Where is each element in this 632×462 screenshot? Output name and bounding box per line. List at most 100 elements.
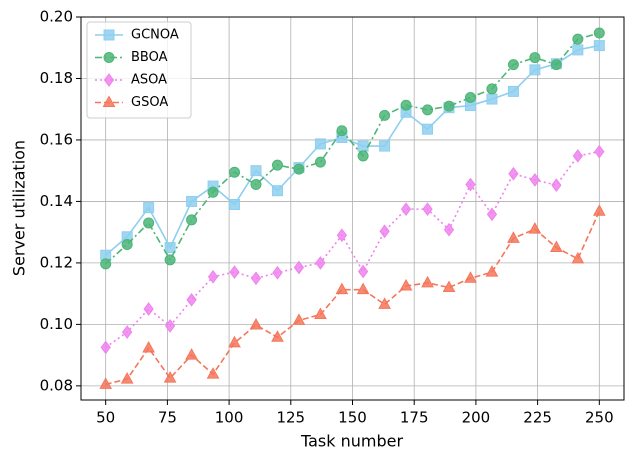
marker xyxy=(271,330,284,342)
marker xyxy=(271,185,283,197)
marker xyxy=(271,159,283,171)
marker xyxy=(356,282,370,295)
marker xyxy=(508,166,519,181)
marker xyxy=(550,240,563,253)
marker xyxy=(593,40,605,52)
marker xyxy=(315,256,326,270)
marker xyxy=(443,100,455,112)
marker xyxy=(400,202,412,216)
marker xyxy=(507,59,519,71)
marker xyxy=(143,302,154,316)
marker xyxy=(485,265,499,277)
marker xyxy=(143,202,155,214)
marker xyxy=(100,258,112,270)
marker xyxy=(571,251,585,264)
marker xyxy=(229,265,240,279)
legend-marker xyxy=(103,73,115,87)
marker xyxy=(379,109,391,121)
marker xyxy=(421,275,434,288)
marker xyxy=(143,217,155,229)
marker xyxy=(357,140,369,152)
marker xyxy=(186,214,198,226)
marker xyxy=(293,163,305,175)
marker xyxy=(249,317,263,330)
marker xyxy=(486,93,498,105)
marker xyxy=(399,278,413,291)
marker xyxy=(593,27,605,39)
legend-box xyxy=(86,21,192,119)
legend-label: GCNOA xyxy=(131,28,179,43)
x-tick-label: 150 xyxy=(338,409,367,427)
marker xyxy=(357,264,369,279)
marker xyxy=(528,222,542,234)
marker xyxy=(442,280,456,292)
marker xyxy=(572,149,583,163)
marker xyxy=(357,150,369,162)
marker xyxy=(207,186,219,198)
marker xyxy=(314,138,326,150)
marker xyxy=(464,271,477,283)
marker xyxy=(465,177,476,192)
marker xyxy=(207,269,219,284)
marker xyxy=(422,123,434,135)
y-tick-label: 0.18 xyxy=(40,69,73,87)
legend-label: BBOA xyxy=(131,50,168,65)
marker xyxy=(250,165,262,177)
marker xyxy=(422,104,434,116)
marker xyxy=(529,173,541,187)
marker xyxy=(292,313,306,325)
marker xyxy=(379,140,391,152)
marker xyxy=(486,207,498,222)
marker xyxy=(250,271,262,286)
marker xyxy=(443,222,455,237)
legend-marker xyxy=(103,52,115,63)
x-tick-label: 200 xyxy=(462,409,491,427)
marker xyxy=(185,348,198,360)
marker xyxy=(379,224,390,239)
x-axis-label: Task number xyxy=(300,432,403,451)
marker xyxy=(336,228,348,243)
y-tick-label: 0.10 xyxy=(40,315,73,333)
marker xyxy=(164,319,176,333)
y-axis-label: Server utilization xyxy=(10,140,29,276)
marker xyxy=(229,166,241,178)
x-tick-label: 225 xyxy=(523,409,552,427)
legend-label: GSOA xyxy=(131,95,168,110)
marker xyxy=(594,144,605,159)
marker xyxy=(572,44,584,56)
marker xyxy=(100,340,111,355)
legend-label: ASOA xyxy=(131,73,167,88)
marker xyxy=(229,199,241,211)
y-tick-label: 0.08 xyxy=(40,376,73,394)
marker xyxy=(551,178,562,192)
marker xyxy=(293,260,305,275)
marker xyxy=(314,307,327,320)
legend-marker xyxy=(103,29,115,41)
marker xyxy=(507,85,519,97)
y-tick-label: 0.20 xyxy=(40,8,73,26)
marker xyxy=(122,325,133,339)
marker xyxy=(120,372,134,384)
marker xyxy=(592,204,606,216)
marker xyxy=(572,33,584,45)
marker xyxy=(250,179,262,191)
marker xyxy=(164,254,176,266)
x-tick-label: 250 xyxy=(585,409,614,427)
x-tick-label: 175 xyxy=(400,409,429,427)
marker xyxy=(163,371,177,383)
legend-marker xyxy=(102,95,116,107)
marker xyxy=(529,52,541,64)
marker xyxy=(186,195,198,207)
x-tick-label: 100 xyxy=(215,409,244,427)
plot-frame xyxy=(80,16,625,401)
marker xyxy=(142,341,155,353)
x-tick-label: 75 xyxy=(158,409,177,427)
x-tick-label: 50 xyxy=(96,409,115,427)
marker xyxy=(422,202,433,216)
x-tick-label: 125 xyxy=(276,409,305,427)
marker xyxy=(507,231,520,243)
marker xyxy=(550,59,562,71)
marker xyxy=(206,367,220,379)
marker xyxy=(228,335,241,348)
